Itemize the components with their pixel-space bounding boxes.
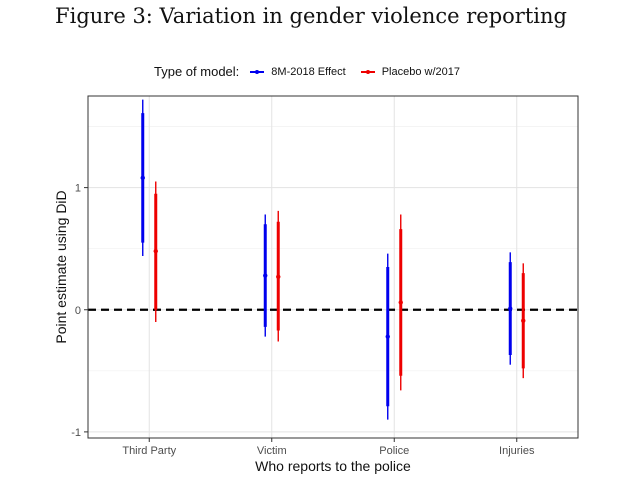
point-estimate: [140, 175, 145, 181]
x-tick-label: Victim: [257, 445, 287, 457]
point-estimate: [153, 248, 158, 254]
y-tick-label: 1: [75, 183, 81, 195]
plot-marks: [88, 99, 578, 420]
y-tick-label: 0: [75, 305, 81, 317]
point-estimate: [385, 334, 390, 339]
figure-title: Figure 3: Variation in gender violence r…: [55, 4, 567, 28]
point-estimate: [508, 306, 513, 311]
legend-label-8m-2018: 8M-2018 Effect: [271, 65, 346, 78]
plot-background: [88, 96, 578, 438]
point-estimate: [521, 318, 526, 323]
point-estimate: [398, 300, 403, 305]
point-estimate: [276, 274, 281, 279]
x-tick-label: Police: [379, 445, 409, 457]
x-axis-label: Who reports to the police: [255, 458, 411, 474]
plot-axes: -1 0 1 Third Party Victim Police Injuries: [71, 95, 579, 457]
y-tick-label: -1: [71, 427, 81, 439]
x-tick-label: Injuries: [499, 445, 535, 457]
x-tick-label: Third Party: [122, 445, 176, 457]
legend: Type of model: 8M-2018 Effect Placebo w/…: [0, 64, 622, 79]
y-axis-label: Point estimate using DiD: [53, 190, 69, 343]
point-estimate: [263, 273, 268, 278]
legend-key-placebo-2017: [360, 66, 376, 78]
legend-label-placebo-2017: Placebo w/2017: [381, 65, 460, 78]
legend-title: Type of model:: [154, 64, 240, 79]
legend-key-8m-2018: [249, 66, 265, 78]
plot-panel: [88, 96, 578, 438]
panel-border: [87, 95, 579, 439]
